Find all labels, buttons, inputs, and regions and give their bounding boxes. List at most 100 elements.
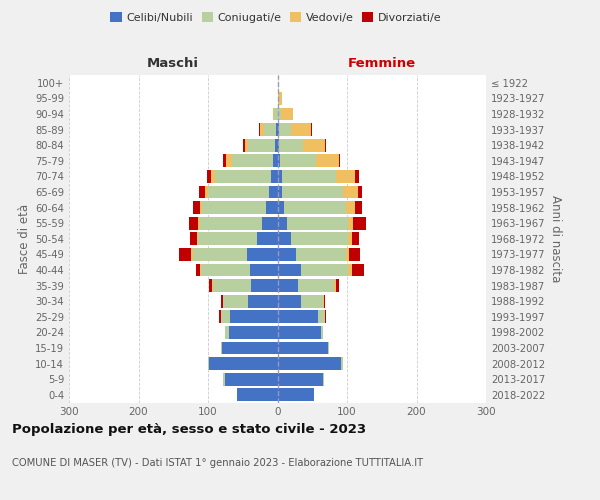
Y-axis label: Fasce di età: Fasce di età xyxy=(18,204,31,274)
Bar xyxy=(198,232,257,245)
Bar xyxy=(280,154,316,167)
Bar xyxy=(325,310,326,323)
Bar xyxy=(277,310,318,323)
Bar xyxy=(208,186,269,198)
Bar xyxy=(193,201,200,214)
Bar xyxy=(284,201,346,214)
Bar xyxy=(277,357,341,370)
Bar xyxy=(215,170,271,183)
Bar xyxy=(277,232,292,245)
Bar xyxy=(229,326,277,338)
Bar xyxy=(277,139,279,151)
Bar xyxy=(277,154,280,167)
Bar xyxy=(277,279,298,292)
Bar xyxy=(221,342,222,354)
Bar xyxy=(277,123,279,136)
Bar xyxy=(274,108,277,120)
Bar xyxy=(251,279,277,292)
Bar xyxy=(323,294,324,308)
Bar xyxy=(355,170,359,183)
Bar xyxy=(277,248,296,260)
Bar xyxy=(259,123,260,136)
Bar xyxy=(287,217,349,230)
Bar xyxy=(271,170,277,183)
Bar xyxy=(206,170,211,183)
Bar xyxy=(274,154,277,167)
Bar xyxy=(328,342,329,354)
Bar xyxy=(343,186,358,198)
Bar xyxy=(352,264,364,276)
Bar xyxy=(200,217,262,230)
Bar xyxy=(296,248,346,260)
Bar xyxy=(279,139,302,151)
Bar xyxy=(346,201,355,214)
Bar xyxy=(336,170,355,183)
Bar xyxy=(179,248,191,260)
Bar xyxy=(349,248,360,260)
Bar xyxy=(197,232,198,245)
Bar xyxy=(208,357,209,370)
Bar xyxy=(277,92,279,105)
Bar xyxy=(277,170,281,183)
Bar xyxy=(302,139,325,151)
Bar xyxy=(213,279,251,292)
Bar xyxy=(336,279,340,292)
Bar xyxy=(358,186,362,198)
Bar xyxy=(325,139,326,151)
Bar xyxy=(262,217,277,230)
Bar xyxy=(275,139,277,151)
Bar xyxy=(200,264,201,276)
Bar xyxy=(248,139,275,151)
Legend: Celibi/Nubili, Coniugati/e, Vedovi/e, Divorziati/e: Celibi/Nubili, Coniugati/e, Vedovi/e, Di… xyxy=(106,8,446,28)
Bar xyxy=(226,326,229,338)
Bar xyxy=(248,294,277,308)
Bar xyxy=(277,388,314,401)
Bar xyxy=(316,154,338,167)
Bar xyxy=(223,294,248,308)
Bar xyxy=(224,372,277,386)
Bar xyxy=(266,201,277,214)
Bar xyxy=(279,92,283,105)
Bar xyxy=(263,123,276,136)
Bar xyxy=(324,294,325,308)
Bar xyxy=(349,264,352,276)
Bar xyxy=(223,372,224,386)
Text: Maschi: Maschi xyxy=(147,58,199,70)
Bar xyxy=(323,372,324,386)
Text: Femmine: Femmine xyxy=(347,58,416,70)
Bar xyxy=(281,170,336,183)
Bar xyxy=(277,108,281,120)
Bar xyxy=(311,123,312,136)
Bar xyxy=(202,201,266,214)
Bar xyxy=(353,217,366,230)
Bar xyxy=(338,154,340,167)
Bar xyxy=(226,154,232,167)
Bar xyxy=(269,186,277,198)
Bar xyxy=(257,232,277,245)
Bar xyxy=(221,294,223,308)
Bar xyxy=(250,264,277,276)
Bar xyxy=(292,123,311,136)
Bar xyxy=(277,264,301,276)
Bar xyxy=(320,326,323,338)
Bar xyxy=(301,294,323,308)
Bar xyxy=(222,342,277,354)
Bar xyxy=(349,232,352,245)
Bar xyxy=(188,217,198,230)
Bar xyxy=(199,186,205,198)
Bar xyxy=(198,217,200,230)
Bar xyxy=(200,201,202,214)
Bar xyxy=(281,186,343,198)
Bar xyxy=(341,357,343,370)
Bar xyxy=(352,232,359,245)
Bar xyxy=(209,279,212,292)
Bar xyxy=(244,139,245,151)
Bar xyxy=(349,217,353,230)
Bar xyxy=(209,357,277,370)
Bar xyxy=(211,170,215,183)
Bar xyxy=(298,279,334,292)
Bar xyxy=(196,264,200,276)
Bar xyxy=(219,310,221,323)
Bar xyxy=(237,388,277,401)
Bar xyxy=(279,123,292,136)
